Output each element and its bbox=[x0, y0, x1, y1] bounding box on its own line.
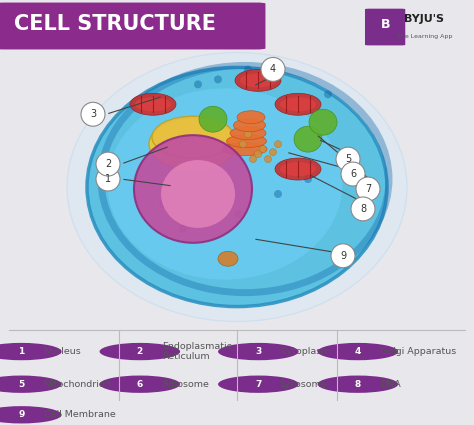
Text: CELL STRUCTURE: CELL STRUCTURE bbox=[14, 14, 216, 34]
Text: 6: 6 bbox=[350, 169, 356, 179]
Text: Nucleus: Nucleus bbox=[44, 347, 82, 356]
Text: Ribosome: Ribosome bbox=[162, 380, 209, 389]
Text: 2: 2 bbox=[105, 159, 111, 169]
Circle shape bbox=[264, 156, 272, 163]
Circle shape bbox=[356, 177, 380, 201]
Text: 5: 5 bbox=[345, 154, 351, 164]
Circle shape bbox=[0, 376, 62, 393]
Text: 6: 6 bbox=[137, 380, 143, 389]
Ellipse shape bbox=[280, 97, 316, 111]
Text: 8: 8 bbox=[360, 204, 366, 214]
Text: DNA: DNA bbox=[380, 380, 401, 389]
Ellipse shape bbox=[235, 69, 281, 91]
Circle shape bbox=[96, 152, 120, 176]
Ellipse shape bbox=[87, 68, 387, 306]
Circle shape bbox=[218, 343, 299, 360]
Ellipse shape bbox=[149, 118, 237, 170]
Circle shape bbox=[96, 167, 120, 191]
Circle shape bbox=[239, 141, 246, 147]
Text: Endoplasmatic
Reticulum: Endoplasmatic Reticulum bbox=[162, 342, 232, 361]
Ellipse shape bbox=[275, 94, 321, 115]
Ellipse shape bbox=[135, 97, 171, 111]
Circle shape bbox=[351, 197, 375, 221]
Ellipse shape bbox=[67, 52, 407, 322]
Ellipse shape bbox=[234, 119, 265, 132]
Ellipse shape bbox=[223, 143, 267, 156]
Circle shape bbox=[318, 376, 398, 393]
Text: Mitochondrion: Mitochondrion bbox=[44, 380, 111, 389]
Circle shape bbox=[0, 343, 62, 360]
Ellipse shape bbox=[152, 116, 234, 158]
Circle shape bbox=[270, 149, 276, 156]
Ellipse shape bbox=[218, 251, 238, 266]
Text: 1: 1 bbox=[105, 174, 111, 184]
Circle shape bbox=[100, 376, 180, 393]
Text: 7: 7 bbox=[365, 184, 371, 194]
Text: 4: 4 bbox=[270, 65, 276, 74]
Circle shape bbox=[324, 91, 332, 98]
Circle shape bbox=[154, 130, 162, 138]
Circle shape bbox=[259, 146, 266, 153]
Ellipse shape bbox=[230, 127, 266, 140]
Circle shape bbox=[341, 162, 365, 186]
Text: B: B bbox=[381, 18, 390, 31]
Circle shape bbox=[0, 406, 62, 423]
Text: Cell Membrane: Cell Membrane bbox=[44, 410, 115, 419]
Ellipse shape bbox=[275, 158, 321, 180]
Text: 3: 3 bbox=[90, 109, 96, 119]
Circle shape bbox=[245, 131, 252, 138]
Text: 9: 9 bbox=[18, 410, 25, 419]
Ellipse shape bbox=[199, 106, 227, 132]
Text: 1: 1 bbox=[18, 347, 25, 356]
Circle shape bbox=[274, 190, 282, 198]
Ellipse shape bbox=[240, 74, 276, 88]
Circle shape bbox=[218, 376, 299, 393]
Text: 4: 4 bbox=[355, 347, 361, 356]
Text: 9: 9 bbox=[340, 251, 346, 261]
Ellipse shape bbox=[309, 109, 337, 135]
Circle shape bbox=[179, 225, 187, 233]
Circle shape bbox=[81, 102, 105, 126]
Ellipse shape bbox=[280, 162, 316, 176]
FancyBboxPatch shape bbox=[365, 8, 405, 45]
Ellipse shape bbox=[294, 126, 322, 152]
Ellipse shape bbox=[227, 135, 266, 147]
Circle shape bbox=[318, 343, 398, 360]
Text: 5: 5 bbox=[18, 380, 25, 389]
Text: Lysosome: Lysosome bbox=[281, 380, 327, 389]
Circle shape bbox=[336, 147, 360, 171]
Ellipse shape bbox=[108, 88, 343, 280]
Circle shape bbox=[304, 175, 312, 183]
Text: 3: 3 bbox=[255, 347, 262, 356]
Circle shape bbox=[249, 156, 256, 163]
Ellipse shape bbox=[237, 111, 265, 124]
Text: The Learning App: The Learning App bbox=[397, 34, 452, 39]
Circle shape bbox=[244, 65, 252, 74]
FancyBboxPatch shape bbox=[0, 3, 265, 49]
Text: BYJU'S: BYJU'S bbox=[404, 14, 444, 24]
Text: 2: 2 bbox=[137, 347, 143, 356]
Circle shape bbox=[159, 200, 167, 208]
Circle shape bbox=[194, 80, 202, 88]
Circle shape bbox=[274, 141, 282, 147]
Ellipse shape bbox=[134, 135, 252, 243]
Ellipse shape bbox=[161, 160, 235, 228]
Circle shape bbox=[169, 160, 177, 168]
Ellipse shape bbox=[130, 94, 176, 115]
Circle shape bbox=[261, 57, 285, 81]
Circle shape bbox=[234, 210, 242, 218]
Text: 7: 7 bbox=[255, 380, 262, 389]
Circle shape bbox=[255, 150, 262, 158]
Text: Cytoplasm: Cytoplasm bbox=[281, 347, 331, 356]
Circle shape bbox=[214, 75, 222, 83]
Circle shape bbox=[100, 343, 180, 360]
Circle shape bbox=[331, 244, 355, 268]
Text: 8: 8 bbox=[355, 380, 361, 389]
Text: Golgi Apparatus: Golgi Apparatus bbox=[380, 347, 456, 356]
